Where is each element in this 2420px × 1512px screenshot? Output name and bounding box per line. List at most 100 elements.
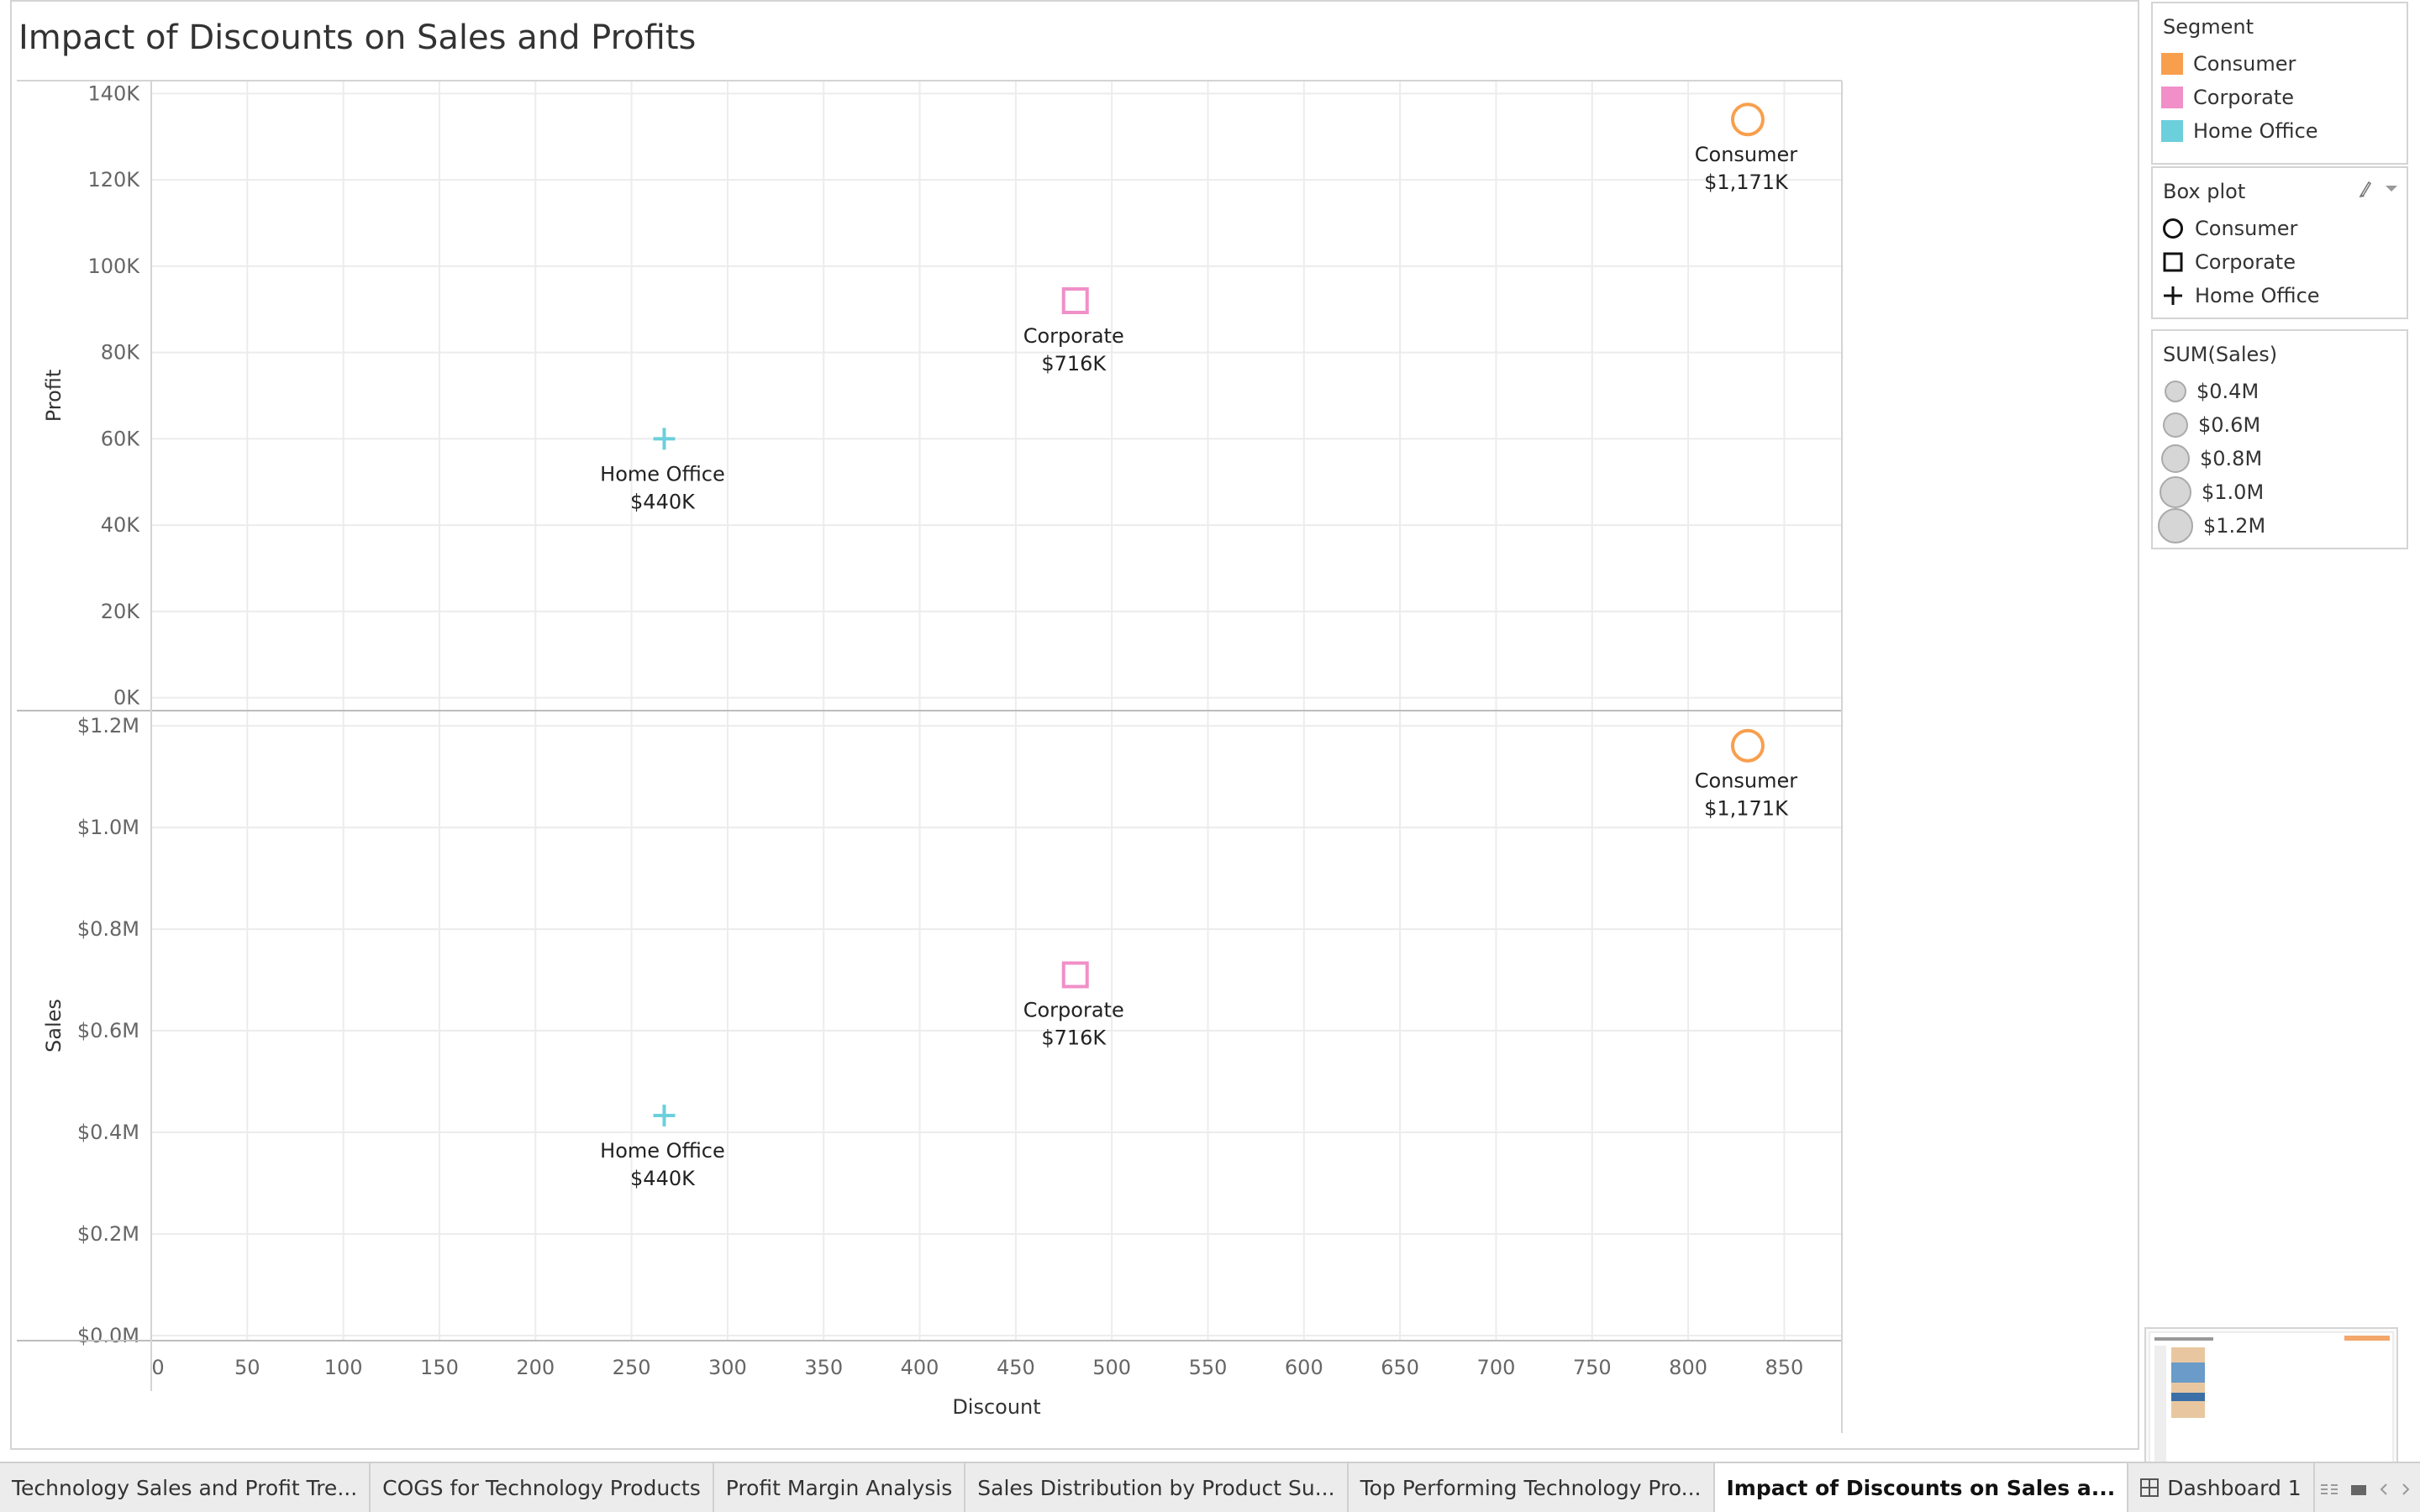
legend-item-home-office[interactable]: Home Office	[2153, 114, 2407, 148]
corporate-mark-name-label: Corporate	[1023, 324, 1124, 348]
sheet-navigation	[2319, 1482, 2412, 1497]
home-office-mark-value-label: $440K	[630, 490, 696, 513]
consumer-circle-mark	[1730, 102, 1765, 137]
x-tick-label: 800	[1669, 1356, 1707, 1379]
y-tick-label: $0.4M	[77, 1121, 139, 1144]
show-filmstrip-icon[interactable]	[2349, 1482, 2368, 1497]
size-legend-item[interactable]: $0.6M	[2153, 408, 2407, 442]
legend-label: $0.4M	[2196, 380, 2260, 403]
tab-label: Impact of Discounts on Sales a...	[1726, 1475, 2116, 1500]
x-tick-label: 600	[1285, 1356, 1323, 1379]
dashboard-grid-icon	[2140, 1478, 2160, 1497]
y-tick-label: 60K	[101, 427, 141, 450]
x-tick-label: 250	[613, 1356, 651, 1379]
boxplot-legend-title: Box plot	[2153, 168, 2407, 212]
corporate-mark-value-label: $716K	[1041, 1026, 1107, 1050]
x-tick-label: 500	[1092, 1356, 1131, 1379]
segment-legend: Segment Consumer Corporate Home Office	[2151, 2, 2408, 165]
dropdown-arrow-icon[interactable]	[2385, 185, 2398, 193]
corporate-mark-name-label: Corporate	[1023, 999, 1124, 1022]
shape-legend-item-consumer[interactable]: Consumer	[2153, 212, 2407, 245]
size-legend-item[interactable]: $1.2M	[2153, 508, 2407, 543]
home-office-plus-mark	[653, 428, 676, 450]
tab-label: Technology Sales and Profit Tre...	[12, 1475, 358, 1500]
y-tick-label: 20K	[101, 600, 141, 623]
consumer-mark-name-label: Consumer	[1695, 143, 1798, 166]
tab-cogs-technology[interactable]: COGS for Technology Products	[371, 1463, 714, 1512]
consumer-mark-name-label: Consumer	[1695, 769, 1798, 793]
boxplot-legend-title-text: Box plot	[2163, 180, 2246, 203]
home-office-mark-name-label: Home Office	[600, 462, 725, 486]
tab-label: Sales Distribution by Product Su...	[977, 1475, 1335, 1500]
y-tick-label: 40K	[101, 513, 141, 537]
square-icon	[2161, 250, 2185, 274]
legend-label: Corporate	[2195, 250, 2296, 274]
x-tick-label: 750	[1573, 1356, 1612, 1379]
y-tick-label: $0.8M	[77, 917, 139, 941]
legend-controls	[2358, 180, 2398, 198]
size-legend-item[interactable]: $0.4M	[2153, 375, 2407, 408]
x-tick-label: 150	[420, 1356, 459, 1379]
scroll-right-icon[interactable]	[2400, 1482, 2412, 1497]
circle-icon	[2161, 217, 2185, 240]
legend-label: $1.2M	[2203, 514, 2266, 538]
segment-legend-title: Segment	[2163, 15, 2254, 39]
x-tick-label: 100	[324, 1356, 363, 1379]
corporate-color-swatch	[2161, 87, 2183, 108]
y-tick-label: 0K	[113, 686, 140, 710]
boxplot-shape-legend: Box plot Consumer Corporate Home Office	[2151, 166, 2408, 319]
pencil-icon[interactable]	[2358, 180, 2373, 198]
size-legend-item[interactable]: $0.8M	[2153, 442, 2407, 475]
size-legend-item[interactable]: $1.0M	[2153, 475, 2407, 509]
tab-label: COGS for Technology Products	[382, 1475, 701, 1500]
sales-axis-title: Sales	[42, 999, 66, 1053]
size-bubble-icon	[2165, 381, 2186, 402]
y-tick-label: $1.2M	[77, 714, 139, 738]
size-bubble-icon	[2161, 444, 2190, 473]
legend-label: Corporate	[2193, 86, 2294, 109]
legend-item-corporate[interactable]: Corporate	[2153, 81, 2407, 114]
tab-top-performing[interactable]: Top Performing Technology Pro...	[1349, 1463, 1715, 1512]
x-tick-label: 850	[1765, 1356, 1804, 1379]
x-tick-label: 350	[804, 1356, 843, 1379]
y-tick-label: $1.0M	[77, 816, 139, 839]
shape-legend-item-corporate[interactable]: Corporate	[2153, 245, 2407, 279]
tab-label: Profit Margin Analysis	[725, 1475, 953, 1500]
x-tick-label: 700	[1477, 1356, 1516, 1379]
y-tick-label: 80K	[101, 341, 141, 365]
scroll-left-icon[interactable]	[2378, 1482, 2390, 1497]
home-office-mark-name-label: Home Office	[600, 1139, 725, 1163]
consumer-color-swatch	[2161, 53, 2183, 75]
tab-technology-sales-profit[interactable]: Technology Sales and Profit Tre...	[0, 1463, 371, 1512]
size-legend-title: SUM(Sales)	[2163, 343, 2278, 366]
x-axis-title: Discount	[952, 1395, 1040, 1419]
plus-icon	[2161, 284, 2185, 307]
sheet-tab-bar: Technology Sales and Profit Tre... COGS …	[0, 1462, 2420, 1512]
consumer-circle-mark	[1730, 728, 1765, 763]
page-title: Impact of Discounts on Sales and Profits	[18, 18, 697, 57]
consumer-mark-value-label: $1,171K	[1704, 797, 1789, 821]
tab-label: Dashboard 1	[2167, 1475, 2302, 1500]
x-tick-label: 400	[901, 1356, 939, 1379]
y-tick-label: 120K	[87, 168, 140, 192]
x-tick-label: 650	[1381, 1356, 1419, 1379]
x-tick-label: 550	[1189, 1356, 1228, 1379]
tab-profit-margin[interactable]: Profit Margin Analysis	[714, 1463, 966, 1512]
legend-label: $0.8M	[2200, 447, 2263, 470]
tab-label: Top Performing Technology Pro...	[1360, 1475, 1702, 1500]
scatter-chart: 0K 20K 40K 60K 80K 100K 120K 140K Profit Consumer…	[17, 80, 1843, 1433]
x-tick-label: 200	[516, 1356, 555, 1379]
shape-legend-item-home-office[interactable]: Home Office	[2153, 279, 2407, 312]
x-tick-label: 50	[234, 1356, 260, 1379]
legend-label: Consumer	[2195, 217, 2298, 240]
tab-dashboard-1[interactable]: Dashboard 1	[2128, 1463, 2315, 1512]
size-bubble-icon	[2163, 412, 2188, 438]
legend-item-consumer[interactable]: Consumer	[2153, 47, 2407, 81]
show-sheet-sorter-icon[interactable]	[2319, 1482, 2339, 1497]
home-office-plus-mark	[653, 1105, 676, 1127]
legend-label: $0.6M	[2198, 413, 2261, 437]
corporate-square-mark	[1061, 961, 1089, 989]
tab-sales-distribution[interactable]: Sales Distribution by Product Su...	[965, 1463, 1349, 1512]
legend-label: Home Office	[2193, 119, 2318, 143]
tab-impact-of-discounts[interactable]: Impact of Discounts on Sales a...	[1714, 1463, 2129, 1512]
